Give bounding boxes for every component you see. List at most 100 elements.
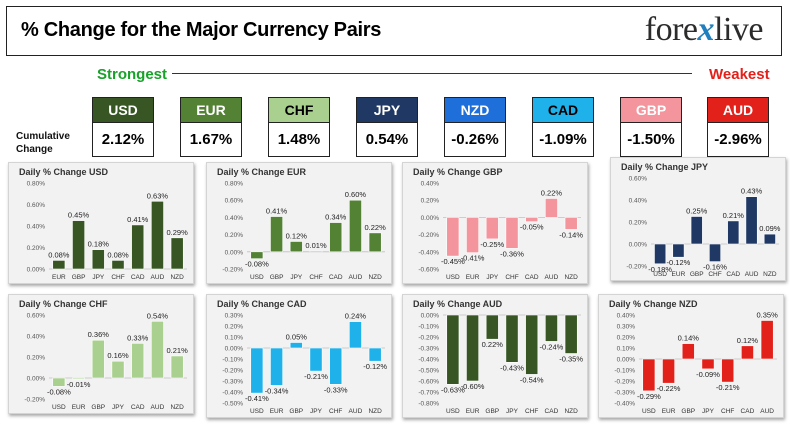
data-label: 0.34% xyxy=(325,213,347,222)
data-label: -0.14% xyxy=(559,230,583,239)
y-tick-label: -0.40% xyxy=(418,357,439,364)
category-label: EUR xyxy=(672,271,686,278)
data-label: -0.36% xyxy=(500,249,524,258)
y-tick-label: -0.40% xyxy=(614,401,635,408)
category-label: CHF xyxy=(708,271,721,278)
category-label: CAD xyxy=(131,404,145,411)
category-label: NZD xyxy=(368,274,382,281)
logo-text-left: fore xyxy=(644,11,698,48)
data-label: 0.29% xyxy=(167,228,189,237)
category-label: USD xyxy=(653,271,667,278)
y-tick-label: -0.60% xyxy=(418,379,439,386)
data-label: 0.36% xyxy=(88,330,110,339)
category-label: USD xyxy=(250,274,264,281)
bar-aud xyxy=(151,200,164,270)
bar-nzd xyxy=(564,217,578,230)
data-label: 0.01% xyxy=(305,241,327,250)
category-label: JPY xyxy=(290,274,303,281)
data-label: -0.08% xyxy=(245,260,269,269)
bar-nzd xyxy=(170,237,184,270)
category-label: GBP xyxy=(289,408,303,415)
data-label: 0.24% xyxy=(345,312,367,321)
y-tick-label: -0.70% xyxy=(418,390,439,397)
bar-jpy xyxy=(289,241,303,253)
bar-jpy xyxy=(111,360,125,379)
category-label: JPY xyxy=(112,404,125,411)
y-tick-label: 0.20% xyxy=(27,245,46,252)
chart-title: Daily % Change NZD xyxy=(609,299,698,309)
category-label: CHF xyxy=(309,274,322,281)
bar-gbp xyxy=(270,216,283,253)
category-label: JPY xyxy=(506,408,519,415)
data-label: -0.12% xyxy=(667,258,691,267)
category-label: EUR xyxy=(466,408,480,415)
data-label: -0.05% xyxy=(520,223,544,232)
category-label: EUR xyxy=(270,408,284,415)
bar-chf xyxy=(525,314,539,375)
data-label: 0.60% xyxy=(345,190,367,199)
y-tick-label: 0.10% xyxy=(225,335,244,342)
category-label: GBP xyxy=(485,408,499,415)
chart-title: Daily % Change AUD xyxy=(413,299,503,309)
data-label: -0.35% xyxy=(559,355,583,364)
bar-eur xyxy=(672,243,685,258)
bar-chf xyxy=(111,260,125,270)
category-label: USD xyxy=(250,408,264,415)
data-label: 0.16% xyxy=(107,351,129,360)
data-label: -0.16% xyxy=(703,263,727,272)
bar-aud xyxy=(349,321,362,349)
currency-header-aud: AUD xyxy=(707,97,769,123)
y-tick-label: -0.20% xyxy=(614,379,635,386)
bar-jpy xyxy=(309,347,323,372)
data-label: 0.12% xyxy=(737,336,759,345)
cumulative-value-gbp: -1.50% xyxy=(620,123,682,157)
data-label: 0.18% xyxy=(88,240,110,249)
y-tick-label: 0.80% xyxy=(27,181,46,188)
bar-nzd xyxy=(564,314,578,354)
chart-title: Daily % Change USD xyxy=(19,167,109,177)
y-tick-label: 0.20% xyxy=(629,220,648,227)
y-tick-label: -0.10% xyxy=(222,357,243,364)
bar-cad xyxy=(131,224,145,270)
y-tick-label: 0.20% xyxy=(27,355,46,362)
category-label: CHF xyxy=(525,408,538,415)
bar-chart-svg: -0.20% 0.00% 0.20% 0.40% 0.60% 0.80% -0.08% USD… xyxy=(222,181,386,282)
y-tick-label: 0.00% xyxy=(617,357,636,364)
category-label: JPY xyxy=(310,408,323,415)
y-tick-label: -0.80% xyxy=(418,401,439,408)
data-label: 0.08% xyxy=(48,250,70,259)
bar-chf xyxy=(329,347,343,385)
cumulative-label-line1: Cumulative xyxy=(16,131,70,142)
strongest-label: Strongest xyxy=(97,66,168,83)
category-label: GBP xyxy=(72,274,86,281)
y-tick-label: -0.20% xyxy=(626,264,647,271)
bar-gbp xyxy=(289,342,303,349)
data-label: 0.22% xyxy=(541,188,563,197)
bar-usd xyxy=(446,217,460,257)
category-label: CHF xyxy=(721,408,734,415)
category-label: NZD xyxy=(368,408,382,415)
bar-eur xyxy=(72,377,85,380)
category-label: CAD xyxy=(131,274,145,281)
bar-chf xyxy=(721,358,735,383)
category-label: USD xyxy=(642,408,656,415)
y-tick-label: 0.40% xyxy=(27,334,46,341)
header-banner: % Change for the Major Currency Pairs fo… xyxy=(6,6,782,56)
bar-chf xyxy=(505,217,519,249)
weakest-label: Weakest xyxy=(709,66,770,83)
data-label: -0.60% xyxy=(461,382,485,391)
category-label: GBP xyxy=(690,271,704,278)
chart-panel-4: Daily % Change JPY -0.20% 0.00% 0.20% 0.40% 0… xyxy=(610,157,786,281)
currency-header-gbp: GBP xyxy=(620,97,682,123)
category-label: NZD xyxy=(564,408,578,415)
chart-panel-6: Daily % Change CAD -0.50% -0.40% -0.30% -0.2… xyxy=(206,294,392,418)
bar-chart-svg: 0.00% 0.20% 0.40% 0.60% 0.80% 0.08% EUR 0.45% GB… xyxy=(27,181,189,282)
bar-eur xyxy=(662,358,675,384)
page-title: % Change for the Major Currency Pairs xyxy=(21,19,382,41)
category-label: GBP xyxy=(270,274,284,281)
y-tick-label: 0.30% xyxy=(225,313,244,320)
data-label: -0.08% xyxy=(47,387,71,396)
bar-usd xyxy=(52,377,66,387)
currency-header-jpy: JPY xyxy=(356,97,418,123)
data-label: 0.22% xyxy=(482,340,504,349)
